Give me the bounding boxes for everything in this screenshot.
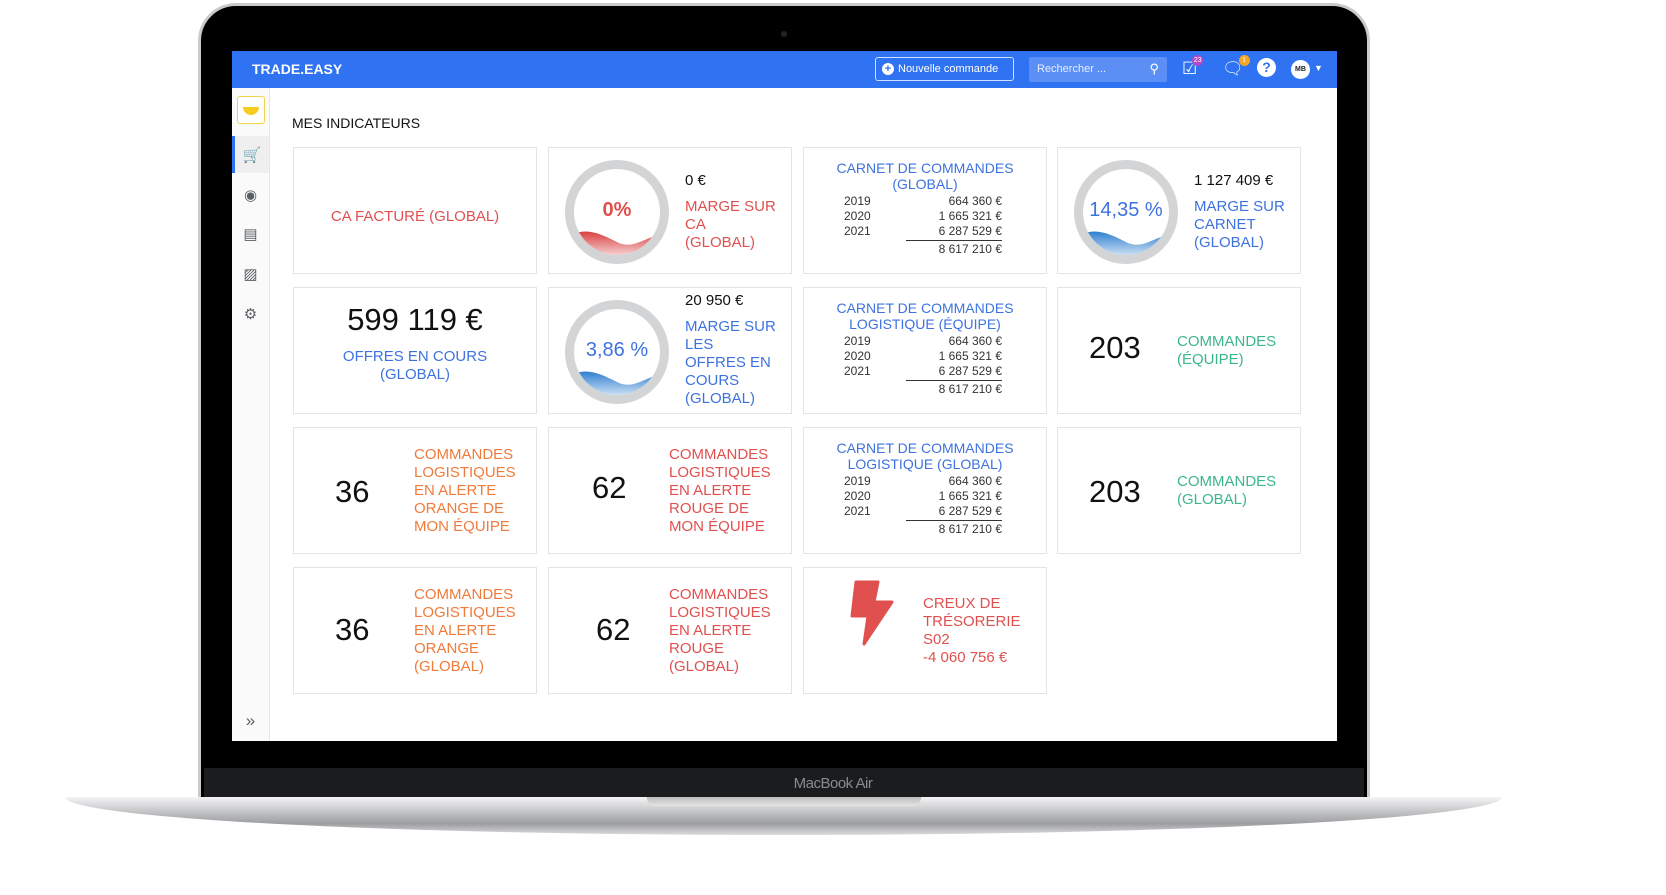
gear-icon[interactable]: ⚙ [243,305,258,323]
camera [781,31,787,37]
card-commandes-equipe[interactable]: 203 COMMANDES (ÉQUIPE) [1057,287,1301,414]
card-label: COMMANDES LOGISTIQUES EN ALERTE ORANGE DE MO… [414,446,516,535]
card-marge-carnet[interactable]: 14,35 % 1 127 409 € MARGE SUR CARNET (GLOB… [1057,147,1301,274]
lightning-icon [850,580,894,646]
table-row: 2019 664 360 € [844,194,1002,208]
table-row: 2021 6 287 529 € [844,224,1002,238]
cart-icon[interactable]: 🛒 [232,136,269,173]
total: 8 617 210 € [906,520,1002,536]
app-logo[interactable]: TRADE.EASY [252,61,343,77]
table-row: 2021 6 287 529 € [844,504,1002,518]
gauge: 3,86 % [565,300,669,404]
amount: 0 € [685,172,706,189]
gauge-wave [1083,231,1169,255]
total: 8 617 210 € [906,380,1002,396]
new-order-label: Nouvelle commande [898,63,999,75]
card-label: MARGE SUR CARNET (GLOBAL) [1194,198,1285,251]
table-row: 2020 1 665 321 € [844,489,1002,503]
chevrons-right-icon[interactable]: » [245,710,256,730]
tasks-icon[interactable]: ☑ 23 [1182,55,1204,78]
card-label: COMMANDES LOGISTIQUES EN ALERTE ROUGE DE MON… [669,446,771,535]
card-label: CREUX DE TRÉSORERIE S02 -4 060 756 € [923,595,1021,666]
card-ca-facture[interactable]: CA FACTURÉ (GLOBAL) [293,147,537,274]
search-icon[interactable]: ⚲ [1149,61,1159,76]
card-value: 36 [335,612,370,647]
app-screen: TRADE.EASY + Nouvelle commande Rechercher… [232,51,1337,741]
card-tresorerie[interactable]: CREUX DE TRÉSORERIE S02 -4 060 756 € [803,567,1047,694]
card-orange-equipe[interactable]: 36 COMMANDES LOGISTIQUES EN ALERTE ORANGE D… [293,427,537,554]
card-value: 203 [1089,474,1141,509]
device-label: MacBook Air [793,775,873,792]
gauge-value: 14,35 % [1089,199,1163,221]
gauge-value: 3,86 % [585,339,649,361]
table-row: 2019 664 360 € [844,474,1002,488]
table-row: 2019 664 360 € [844,334,1002,348]
card-value: 203 [1089,330,1141,365]
card-label: COMMANDES LOGISTIQUES EN ALERTE ORANGE (GLOB… [414,586,516,675]
card-marge-ca[interactable]: 0% 0 € MARGE SUR CA (GLOBAL) [548,147,792,274]
amount: 1 127 409 € [1194,172,1274,189]
card-carnet-logistique-global[interactable]: CARNET DE COMMANDES LOGISTIQUE (GLOBAL) 2… [803,427,1047,554]
laptop-notch [647,797,921,806]
store-icon[interactable]: ▤ [243,225,258,243]
card-value: 62 [592,470,627,505]
card-rouge-equipe[interactable]: 62 COMMANDES LOGISTIQUES EN ALERTE ROUGE DE… [548,427,792,554]
card-orange-global[interactable]: 36 COMMANDES LOGISTIQUES EN ALERTE ORANGE (G… [293,567,537,694]
gauge-value: 0% [602,199,632,221]
card-label: OFFRES EN COURS (GLOBAL) [342,348,488,383]
card-value: 62 [596,612,631,647]
search-placeholder: Rechercher ... [1037,63,1107,75]
card-label: COMMANDES LOGISTIQUES EN ALERTE ROUGE (GLOBA… [669,586,771,675]
top-bar: TRADE.EASY + Nouvelle commande Rechercher… [232,51,1337,88]
money-icon[interactable]: ◉ [243,186,258,204]
gauge: 0% [565,160,669,264]
laptop-chin [204,768,1364,800]
gauge: 14,35 % [1074,160,1178,264]
tasks-badge: 23 [1192,55,1204,66]
company-logo[interactable] [237,96,265,124]
amount: 20 950 € [685,292,744,309]
gauge-wave [574,231,660,255]
card-title: CARNET DE COMMANDES LOGISTIQUE (GLOBAL) [836,440,1014,472]
card-title: CARNET DE COMMANDES LOGISTIQUE (ÉQUIPE) [836,300,1014,332]
table-row: 2021 6 287 529 € [844,364,1002,378]
card-label: MARGE SUR CA (GLOBAL) [685,198,776,251]
gauge-wave [574,371,660,395]
card-label: COMMANDES (GLOBAL) [1177,473,1277,508]
sidebar: 🛒 ◉ ▤ ▨ ⚙ » [232,88,270,741]
card-marge-offres[interactable]: 3,86 % 20 950 € MARGE SUR LES OFFRES EN COU… [548,287,792,414]
card-rouge-global[interactable]: 62 COMMANDES LOGISTIQUES EN ALERTE ROUGE (GL… [548,567,792,694]
help-icon[interactable]: ? [1257,58,1276,77]
chevron-down-icon[interactable]: ▼ [1314,63,1323,73]
card-label: COMMANDES (ÉQUIPE) [1177,333,1277,368]
card-offres[interactable]: 599 119 € OFFRES EN COURS (GLOBAL) [293,287,537,414]
contacts-icon[interactable]: ▨ [243,265,258,283]
page-title: MES INDICATEURS [292,115,421,131]
total: 8 617 210 € [906,240,1002,256]
card-carnet-global[interactable]: CARNET DE COMMANDES (GLOBAL) 2019 664 360 … [803,147,1047,274]
notifications-badge: 1 [1238,55,1250,66]
card-carnet-equipe[interactable]: CARNET DE COMMANDES LOGISTIQUE (ÉQUIPE) 2… [803,287,1047,414]
table-row: 2020 1 665 321 € [844,209,1002,223]
card-title: CARNET DE COMMANDES (GLOBAL) [836,160,1014,192]
notifications-icon[interactable]: 🗨 1 [1222,55,1250,79]
card-commandes-global[interactable]: 203 COMMANDES (GLOBAL) [1057,427,1301,554]
plus-circle-icon: + [882,63,894,75]
card-value: 599 119 € [347,302,483,337]
card-value: 36 [335,474,370,509]
avatar[interactable]: MB [1291,60,1310,79]
search-input[interactable]: Rechercher ... ⚲ [1029,57,1167,82]
card-label: MARGE SUR LES OFFRES EN COURS (GLOBAL) [685,318,776,407]
card-label: CA FACTURÉ (GLOBAL) [330,208,500,225]
new-order-button[interactable]: + Nouvelle commande [875,57,1014,81]
table-row: 2020 1 665 321 € [844,349,1002,363]
